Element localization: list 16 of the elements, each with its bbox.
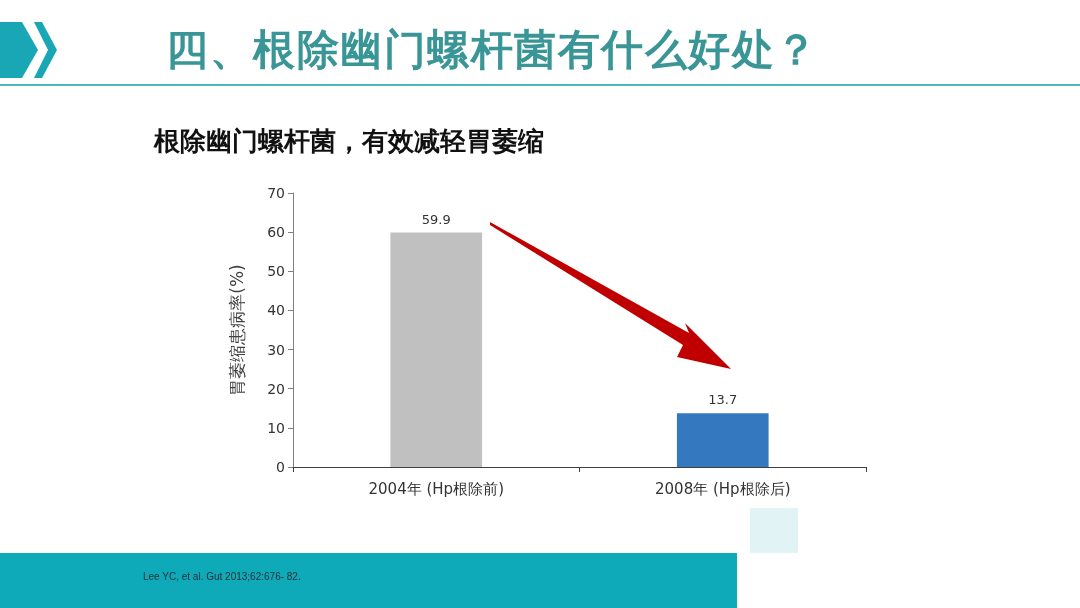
y-tick-label: 10 bbox=[267, 419, 285, 436]
data-label: 59.9 bbox=[421, 211, 451, 227]
chart-subtitle: 根除幽门螺杆菌，有效减轻胃萎缩 bbox=[154, 125, 544, 158]
y-tick-label: 60 bbox=[267, 224, 285, 241]
chart-title: 四、根除幽门螺杆菌有什么好处？ bbox=[166, 24, 819, 76]
y-axis-title: 胃萎缩患病率(%) bbox=[226, 264, 247, 396]
data-label: 13.7 bbox=[708, 392, 738, 408]
y-tick-label: 20 bbox=[267, 380, 285, 397]
x-tick-label: 2004年 (Hp根除前) bbox=[368, 479, 504, 498]
y-tick-label: 40 bbox=[267, 302, 285, 319]
y-tick-label: 0 bbox=[276, 459, 285, 475]
text: Lee YC, et al. Gut 2013;62:676- 82. bbox=[143, 571, 301, 582]
y-tick-label: 30 bbox=[267, 341, 285, 358]
y-tick-label: 50 bbox=[267, 263, 285, 280]
y-tick-label: 70 bbox=[267, 185, 285, 201]
x-tick-label: 2008年 (Hp根除后) bbox=[655, 479, 791, 498]
